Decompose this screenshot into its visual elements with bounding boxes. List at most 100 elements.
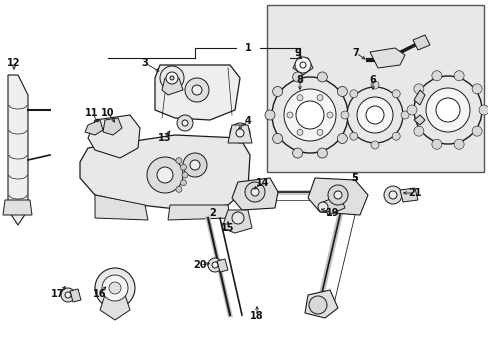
Text: 13: 13	[158, 133, 171, 143]
Circle shape	[184, 78, 208, 102]
Polygon shape	[413, 90, 424, 105]
Polygon shape	[155, 65, 240, 120]
Circle shape	[327, 185, 347, 205]
Circle shape	[333, 191, 341, 199]
Polygon shape	[100, 295, 130, 320]
Circle shape	[147, 157, 183, 193]
Circle shape	[435, 98, 459, 122]
Circle shape	[102, 275, 128, 301]
Circle shape	[264, 110, 274, 120]
Circle shape	[365, 106, 383, 124]
Circle shape	[370, 141, 378, 149]
Circle shape	[244, 182, 264, 202]
Circle shape	[292, 72, 302, 82]
Circle shape	[431, 71, 441, 81]
Polygon shape	[80, 135, 249, 210]
Polygon shape	[399, 188, 417, 202]
Polygon shape	[369, 48, 404, 68]
Text: 17: 17	[51, 289, 64, 299]
Text: 5: 5	[351, 173, 358, 183]
Circle shape	[176, 158, 182, 164]
Text: 20: 20	[193, 260, 206, 270]
Circle shape	[453, 71, 463, 81]
Circle shape	[284, 89, 335, 141]
Circle shape	[471, 126, 481, 136]
Polygon shape	[227, 125, 251, 143]
Circle shape	[413, 84, 423, 94]
Polygon shape	[168, 205, 229, 220]
Polygon shape	[217, 259, 227, 272]
Circle shape	[413, 126, 423, 136]
Polygon shape	[103, 118, 122, 135]
Circle shape	[170, 76, 174, 80]
Text: 9: 9	[294, 48, 301, 58]
Text: 4: 4	[244, 116, 251, 126]
Text: 15: 15	[221, 223, 234, 233]
Circle shape	[165, 72, 178, 84]
Circle shape	[160, 66, 183, 90]
Text: 12: 12	[7, 58, 20, 68]
Circle shape	[109, 282, 121, 294]
Circle shape	[370, 81, 378, 89]
Circle shape	[236, 129, 244, 137]
Polygon shape	[8, 75, 28, 225]
Text: 6: 6	[369, 75, 376, 85]
Circle shape	[356, 97, 392, 133]
Circle shape	[177, 115, 193, 131]
Circle shape	[176, 186, 182, 192]
Polygon shape	[231, 178, 278, 210]
Circle shape	[212, 262, 218, 268]
Circle shape	[292, 148, 302, 158]
Polygon shape	[85, 120, 103, 135]
Circle shape	[346, 87, 402, 143]
Text: 16: 16	[93, 289, 106, 299]
Text: 3: 3	[142, 58, 148, 68]
Circle shape	[271, 77, 347, 153]
Circle shape	[406, 105, 416, 115]
Circle shape	[192, 85, 202, 95]
Circle shape	[65, 292, 71, 298]
Circle shape	[296, 95, 303, 101]
Bar	[266, 5, 483, 172]
Text: 1: 1	[244, 43, 251, 53]
Circle shape	[478, 105, 488, 115]
Circle shape	[207, 258, 222, 272]
Circle shape	[296, 129, 303, 135]
Circle shape	[157, 167, 173, 183]
Circle shape	[180, 180, 186, 186]
Circle shape	[340, 111, 348, 119]
Circle shape	[180, 164, 186, 170]
Polygon shape	[162, 78, 183, 95]
Circle shape	[295, 101, 324, 129]
Circle shape	[349, 132, 357, 140]
Circle shape	[286, 112, 292, 118]
Polygon shape	[413, 115, 424, 125]
Text: 19: 19	[325, 208, 339, 218]
Text: 8: 8	[296, 75, 303, 85]
Circle shape	[471, 84, 481, 94]
Circle shape	[294, 57, 310, 73]
Circle shape	[391, 132, 399, 140]
Circle shape	[61, 288, 75, 302]
Circle shape	[337, 134, 346, 144]
Polygon shape	[95, 195, 148, 220]
Circle shape	[326, 112, 332, 118]
Polygon shape	[323, 195, 345, 215]
Polygon shape	[292, 58, 312, 75]
Circle shape	[317, 72, 326, 82]
Circle shape	[453, 139, 463, 149]
Circle shape	[231, 212, 244, 224]
Circle shape	[400, 111, 408, 119]
Circle shape	[316, 129, 323, 135]
Polygon shape	[307, 178, 367, 215]
Circle shape	[425, 88, 469, 132]
Circle shape	[95, 268, 135, 308]
Text: 14: 14	[256, 178, 269, 188]
Circle shape	[345, 110, 354, 120]
Circle shape	[337, 86, 346, 96]
Text: 5: 5	[351, 173, 358, 183]
Circle shape	[190, 160, 200, 170]
Circle shape	[308, 296, 326, 314]
Circle shape	[272, 134, 282, 144]
Circle shape	[183, 153, 206, 177]
